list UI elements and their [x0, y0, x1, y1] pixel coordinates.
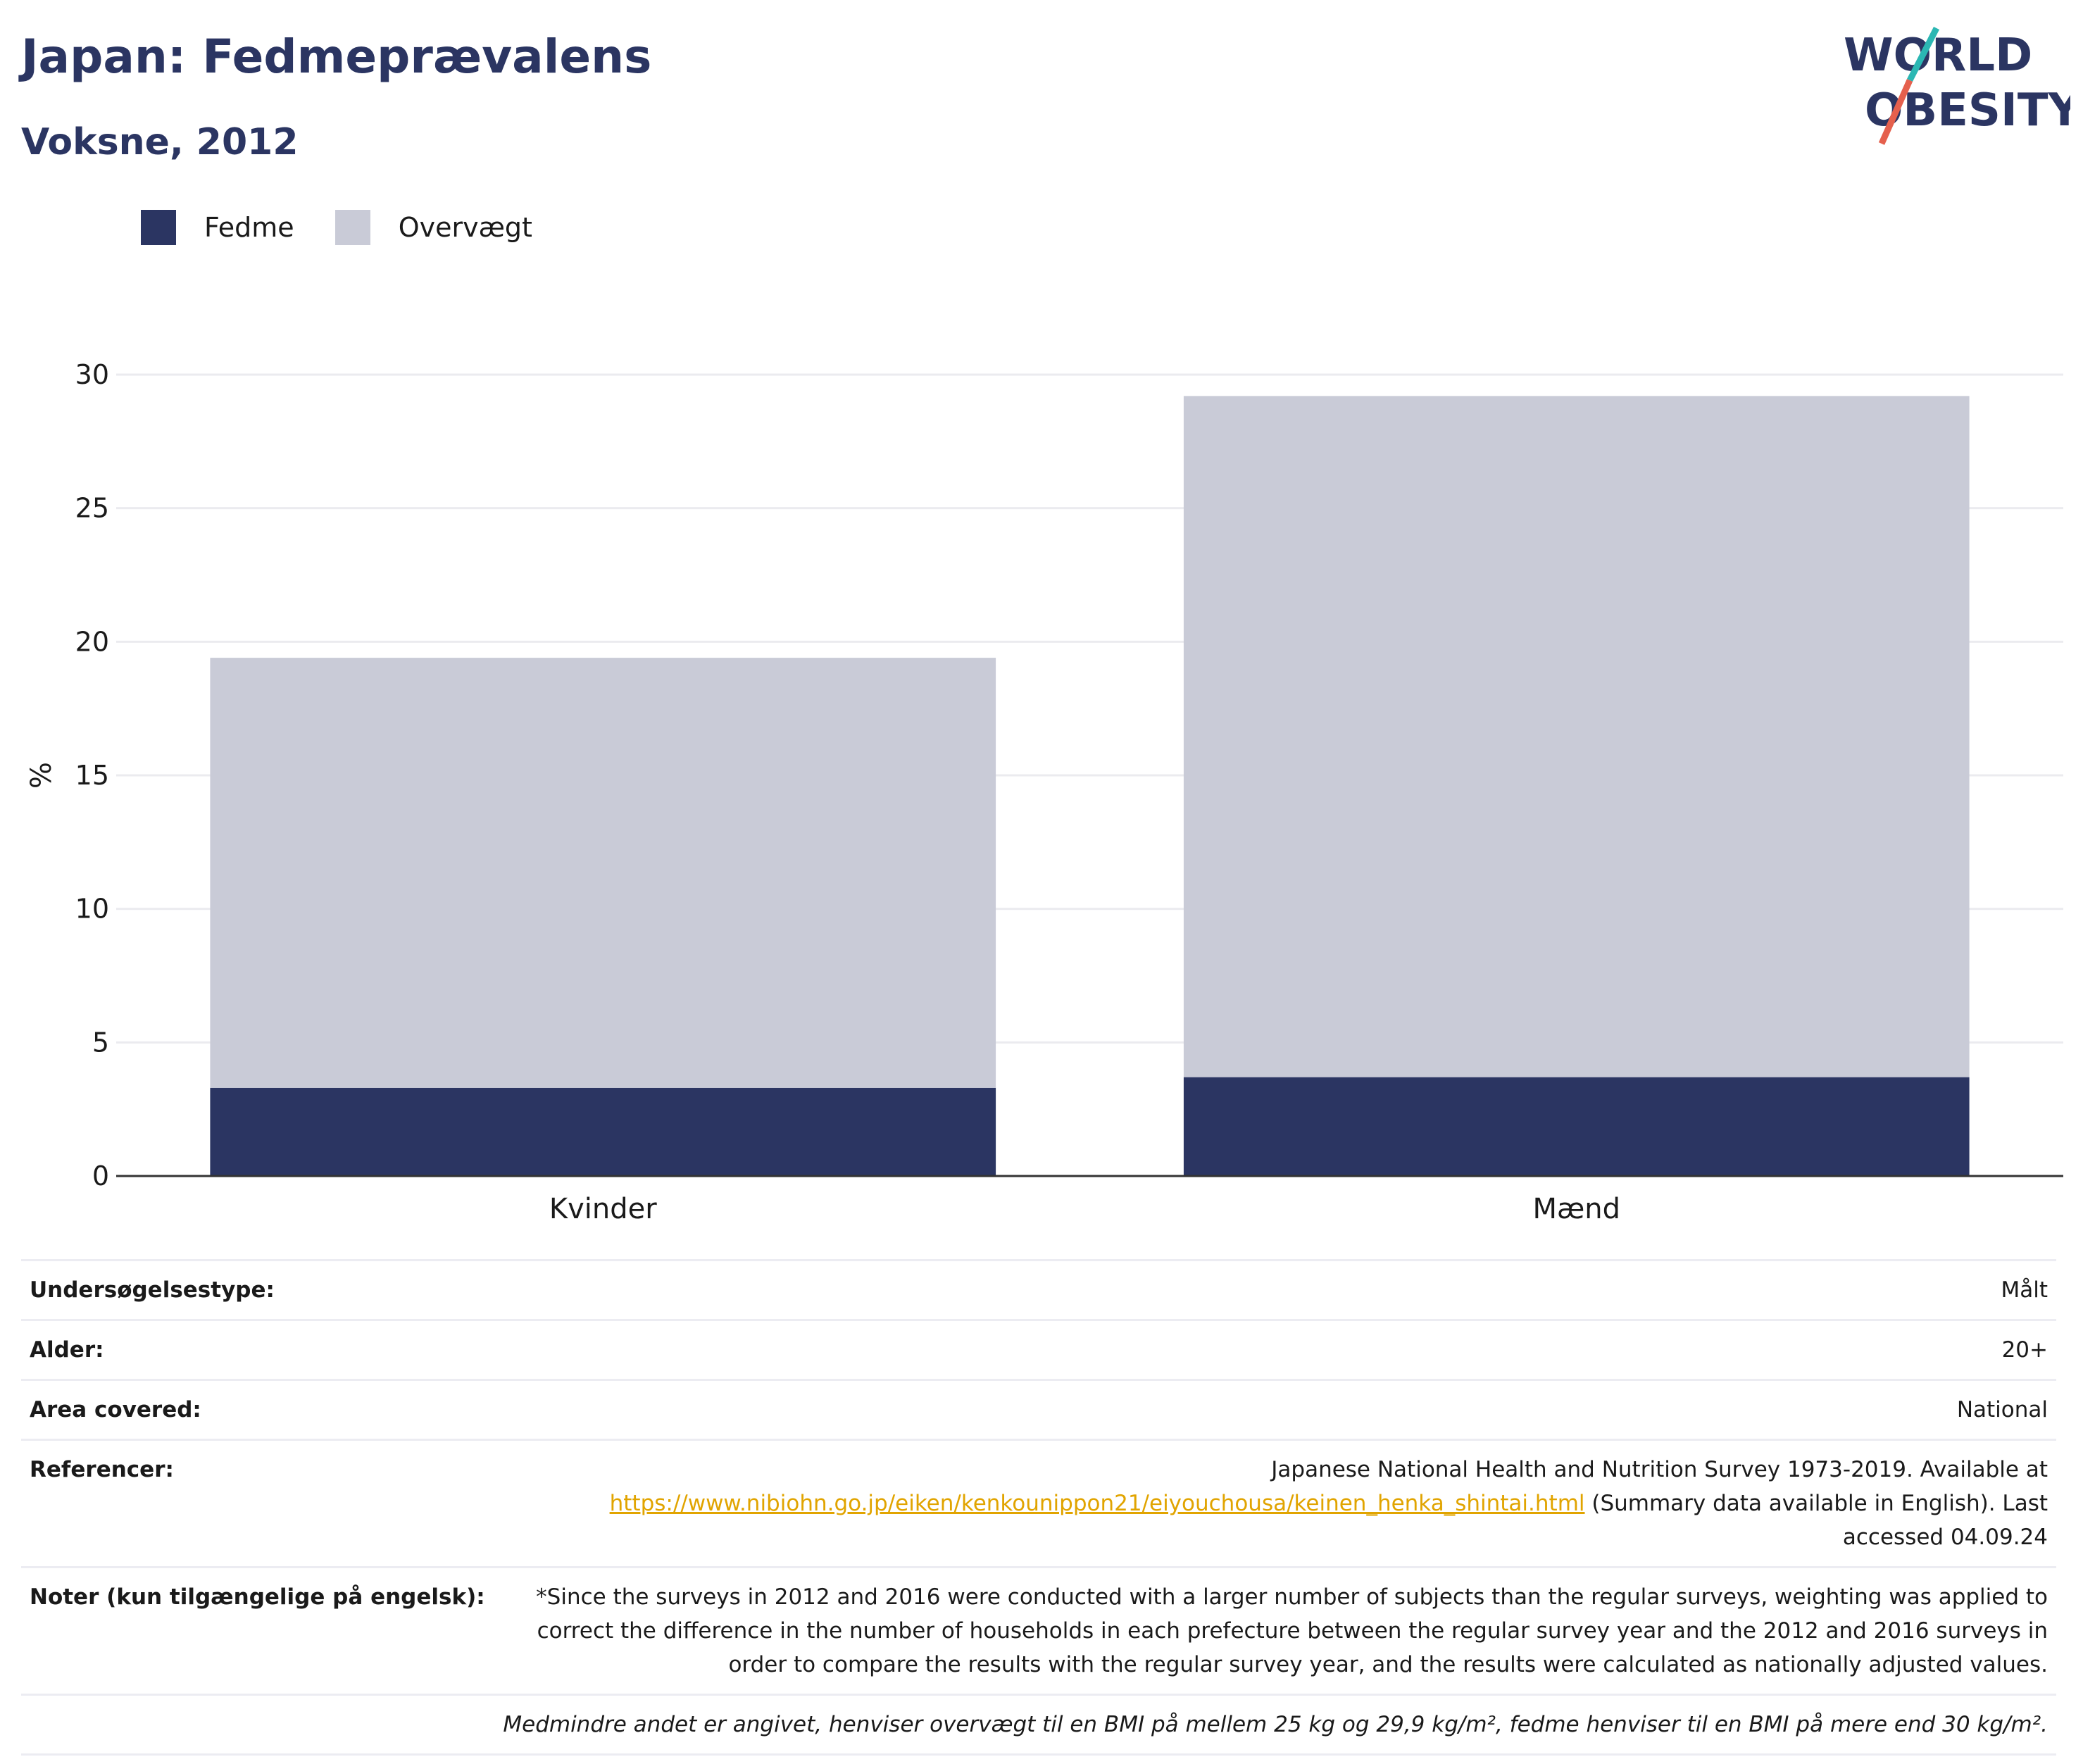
- chart-title: Japan: Fedmeprævalens: [21, 30, 652, 84]
- info-value: Målt: [2001, 1277, 2048, 1303]
- references-value: Japanese National Health and Nutrition S…: [513, 1453, 2048, 1554]
- info-row-references: Referencer: Japanese National Health and…: [21, 1439, 2056, 1566]
- info-value: National: [1956, 1397, 2048, 1422]
- bar-overvaegt-0: [210, 658, 996, 1088]
- y-tick-label: 0: [92, 1161, 109, 1191]
- notes-value: *Since the surveys in 2012 and 2016 were…: [536, 1584, 2048, 1677]
- legend-swatch-fedme: [141, 210, 176, 245]
- y-tick-label: 15: [75, 760, 109, 791]
- logo-slash-teal-icon: [1906, 26, 1940, 82]
- references-text-after: (Summary data available in English). Las…: [1584, 1491, 2048, 1550]
- legend-label-fedme: Fedme: [204, 212, 294, 243]
- chart-subtitle: Voksne, 2012: [21, 121, 299, 163]
- x-tick-label: Mænd: [1532, 1193, 1620, 1225]
- info-label: Area covered:: [30, 1397, 201, 1422]
- references-link[interactable]: https://www.nibiohn.go.jp/eiken/kenkouni…: [609, 1491, 1585, 1516]
- legend-item-overvaegt[interactable]: Overvægt: [334, 210, 532, 245]
- legend-label-overvaegt: Overvægt: [398, 212, 532, 243]
- bar-fedme-0: [210, 1087, 996, 1176]
- legend-item-fedme[interactable]: Fedme: [141, 210, 294, 245]
- references-text-before: Japanese National Health and Nutrition S…: [1271, 1457, 2048, 1482]
- y-tick-label: 20: [75, 626, 109, 657]
- stacked-bar-chart: 0 5 10 15 20 25 30% Kvinder Mænd: [25, 359, 2063, 1225]
- info-label: Undersøgelsestype:: [30, 1277, 275, 1303]
- footnote: Medmindre andet er angivet, henviser ove…: [503, 1712, 2048, 1737]
- y-tick-label: 30: [75, 359, 109, 390]
- logo-slash-red-icon: [1878, 79, 1913, 145]
- x-tick-label: Kvinder: [549, 1193, 657, 1225]
- info-label: Noter (kun tilgængelige på engelsk):: [30, 1584, 485, 1610]
- y-tick-label: 25: [75, 493, 109, 524]
- info-row-age: Alder: 20+: [21, 1319, 2056, 1379]
- info-row-area: Area covered: National: [21, 1379, 2056, 1439]
- info-label: Referencer:: [30, 1457, 174, 1482]
- legend-swatch-overvaegt: [334, 210, 370, 245]
- info-row-footnote: Medmindre andet er angivet, henviser ove…: [21, 1694, 2056, 1756]
- info-row-notes: Noter (kun tilgængelige på engelsk): *Si…: [21, 1566, 2056, 1694]
- world-obesity-logo: WORLD OBESITY: [1844, 26, 2070, 145]
- logo-line1: WORLD: [1844, 30, 2032, 82]
- bar-fedme-1: [1183, 1077, 1970, 1176]
- y-tick-label: 10: [75, 894, 109, 925]
- bar-overvaegt-1: [1183, 396, 1970, 1077]
- y-tick-label: 5: [92, 1027, 109, 1058]
- info-row-survey-type: Undersøgelsestype: Målt: [21, 1259, 2056, 1319]
- info-value: 20+: [2001, 1337, 2048, 1363]
- y-axis-label: %: [25, 762, 58, 789]
- chart-legend: Fedme Overvægt: [141, 208, 573, 246]
- info-table: Undersøgelsestype: Målt Alder: 20+ Area …: [21, 1259, 2056, 1756]
- info-label: Alder:: [30, 1337, 104, 1363]
